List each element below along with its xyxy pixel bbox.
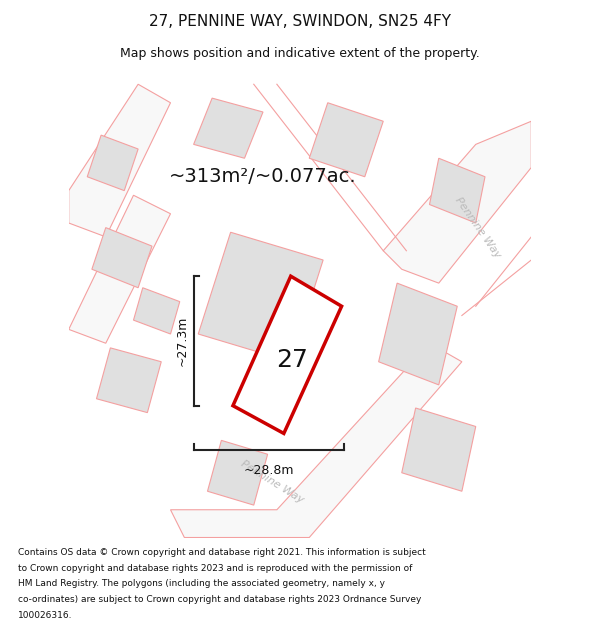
Text: co-ordinates) are subject to Crown copyright and database rights 2023 Ordnance S: co-ordinates) are subject to Crown copyr… (18, 595, 421, 604)
Text: Contains OS data © Crown copyright and database right 2021. This information is : Contains OS data © Crown copyright and d… (18, 548, 426, 557)
Text: 27: 27 (276, 348, 308, 372)
Polygon shape (69, 195, 170, 343)
Text: ~28.8m: ~28.8m (244, 464, 294, 477)
Polygon shape (233, 276, 341, 434)
Text: Pennine Way: Pennine Way (239, 459, 305, 506)
Polygon shape (379, 283, 457, 385)
Polygon shape (402, 408, 476, 491)
Text: ~313m²/~0.077ac.: ~313m²/~0.077ac. (169, 168, 357, 186)
Polygon shape (133, 288, 180, 334)
Text: Map shows position and indicative extent of the property.: Map shows position and indicative extent… (120, 48, 480, 61)
Text: ~27.3m: ~27.3m (176, 316, 188, 366)
Text: 27, PENNINE WAY, SWINDON, SN25 4FY: 27, PENNINE WAY, SWINDON, SN25 4FY (149, 14, 451, 29)
Text: Pennine Way: Pennine Way (454, 195, 503, 260)
Polygon shape (208, 441, 268, 505)
Text: HM Land Registry. The polygons (including the associated geometry, namely x, y: HM Land Registry. The polygons (includin… (18, 579, 385, 589)
Polygon shape (198, 232, 323, 362)
Text: 100026316.: 100026316. (18, 611, 73, 620)
Polygon shape (430, 158, 485, 223)
Polygon shape (194, 98, 263, 158)
Text: to Crown copyright and database rights 2023 and is reproduced with the permissio: to Crown copyright and database rights 2… (18, 564, 412, 572)
Polygon shape (97, 348, 161, 413)
Polygon shape (87, 135, 138, 191)
Polygon shape (309, 102, 383, 177)
Polygon shape (92, 228, 152, 288)
Polygon shape (170, 343, 462, 538)
Polygon shape (69, 84, 170, 237)
Polygon shape (383, 121, 531, 283)
